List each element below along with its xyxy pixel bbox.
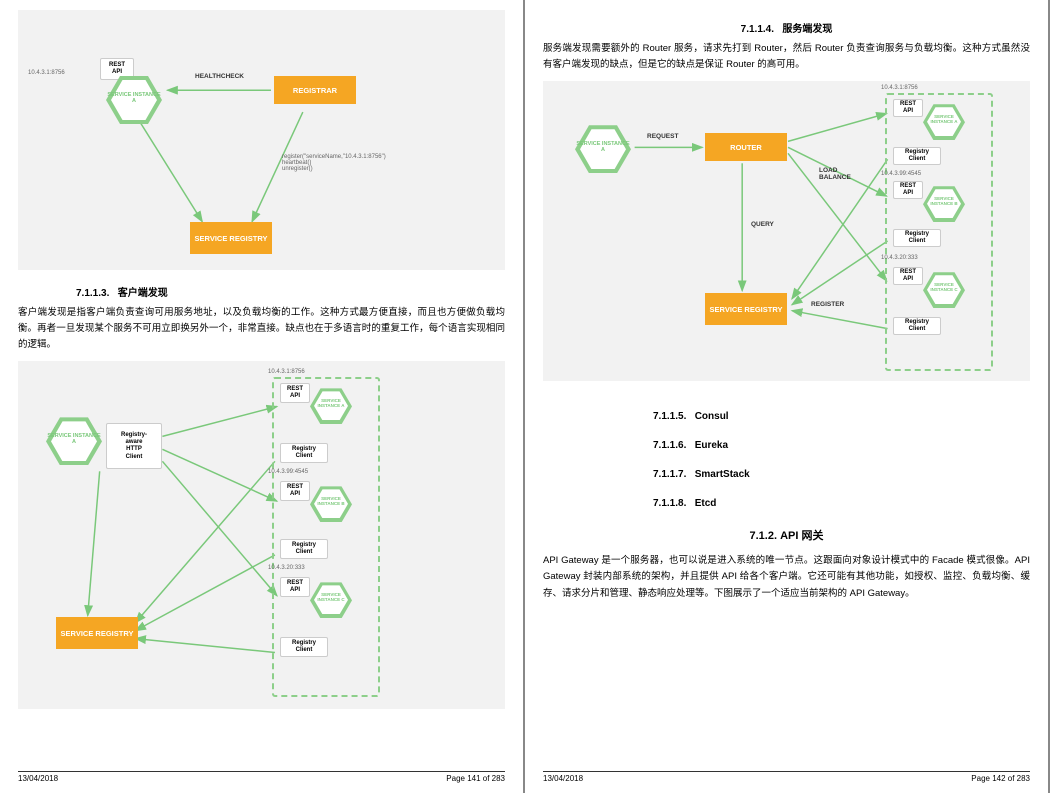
footer-right: 13/04/2018 Page 142 of 283 (543, 771, 1030, 783)
rinst-c: SERVICE INSTANCE C (923, 267, 965, 313)
ip2: 10.4.3.99:4545 (268, 469, 308, 475)
query-lbl: QUERY (751, 221, 774, 228)
para-api-gateway: API Gateway 是一个服务器，也可以说是进入系统的唯一节点。这跟面向对象… (543, 553, 1030, 601)
regc2: Registry Client (280, 539, 328, 559)
service-registry-box: SERVICE REGISTRY (190, 222, 272, 254)
rregc2: Registry Client (893, 229, 941, 247)
diagram-server-discovery: SERVICE INSTANCE A REQUEST ROUTER QUERY … (543, 81, 1030, 381)
rrest2: REST API (893, 181, 923, 199)
ip3: 10.4.3.20:333 (268, 565, 305, 571)
svc-a-hex: SERVICE INSTANCE A (46, 411, 102, 471)
registrar-box: REGISTRAR (274, 76, 356, 104)
inst-a: SERVICE INSTANCE A (310, 383, 352, 429)
register-lbl: REGISTER (811, 301, 844, 308)
rip1: 10.4.3.1:8756 (881, 85, 918, 91)
rest2: REST API (280, 481, 310, 501)
rest3: REST API (280, 577, 310, 597)
ip-label: 10.4.3.1:8756 (28, 70, 65, 76)
inst-c: SERVICE INSTANCE C (310, 577, 352, 623)
item-consul: 7.1.1.5. Consul (653, 411, 1030, 422)
router-box: ROUTER (705, 133, 787, 161)
rregc1: Registry Client (893, 147, 941, 165)
subsection-list: 7.1.1.5. Consul 7.1.1.6. Eureka 7.1.1.7.… (543, 411, 1030, 509)
request-lbl: REQUEST (647, 133, 678, 140)
rregc3: Registry Client (893, 317, 941, 335)
rip3: 10.4.3.20:333 (881, 255, 918, 261)
healthcheck-label: HEALTHCHECK (195, 73, 244, 80)
rrest3: REST API (893, 267, 923, 285)
rinst-b: SERVICE INSTANCE B (923, 181, 965, 227)
para-client-discovery: 客户端发现是指客户端负责查询可用服务地址，以及负载均衡的工作。这种方式最方便直接… (18, 305, 505, 353)
footer-date-r: 13/04/2018 (543, 774, 583, 783)
section-712: 7.1.2. API 网关 (543, 527, 1030, 543)
footer-date: 13/04/2018 (18, 774, 58, 783)
para-server-discovery: 服务端发现需要额外的 Router 服务，请求先打到 Router，然后 Rou… (543, 41, 1030, 73)
diagram-client-discovery: SERVICE INSTANCE A Registry- aware HTTP … (18, 361, 505, 709)
svc-a-hex-r: SERVICE INSTANCE A (575, 119, 631, 179)
http-client-box: Registry- aware HTTP Client (106, 423, 162, 469)
item-eureka: 7.1.1.6. Eureka (653, 440, 1030, 451)
service-instance-a-hex: SERVICE INSTANCE A (106, 70, 162, 130)
footer-page-r: Page 142 of 283 (971, 774, 1030, 783)
regc1: Registry Client (280, 443, 328, 463)
section-7113: 7.1.1.3. 客户端发现 (18, 284, 505, 299)
rrest1: REST API (893, 99, 923, 117)
section-7114: 7.1.1.4. 服务端发现 (543, 20, 1030, 35)
page-142: 7.1.1.4. 服务端发现 服务端发现需要额外的 Router 服务，请求先打… (525, 0, 1050, 793)
item-etcd: 7.1.1.8. Etcd (653, 498, 1030, 509)
regc3: Registry Client (280, 637, 328, 657)
svc-registry-r: SERVICE REGISTRY (705, 293, 787, 325)
ip1: 10.4.3.1:8756 (268, 369, 305, 375)
loadbal-lbl: LOAD BALANCE (819, 167, 851, 181)
inst-b: SERVICE INSTANCE B (310, 481, 352, 527)
rip2: 10.4.3.99:4545 (881, 171, 921, 177)
footer-left: 13/04/2018 Page 141 of 283 (18, 771, 505, 783)
svc-registry-2: SERVICE REGISTRY (56, 617, 138, 649)
register-calls: register("serviceName,"10.4.3.1:8756") h… (282, 154, 386, 172)
page-141: 10.4.3.1:8756 REST API SERVICE INSTANCE … (0, 0, 525, 793)
rest1: REST API (280, 383, 310, 403)
item-smartstack: 7.1.1.7. SmartStack (653, 469, 1030, 480)
diagram-registrar: 10.4.3.1:8756 REST API SERVICE INSTANCE … (18, 10, 505, 270)
rinst-a: SERVICE INSTANCE A (923, 99, 965, 145)
footer-page: Page 141 of 283 (446, 774, 505, 783)
